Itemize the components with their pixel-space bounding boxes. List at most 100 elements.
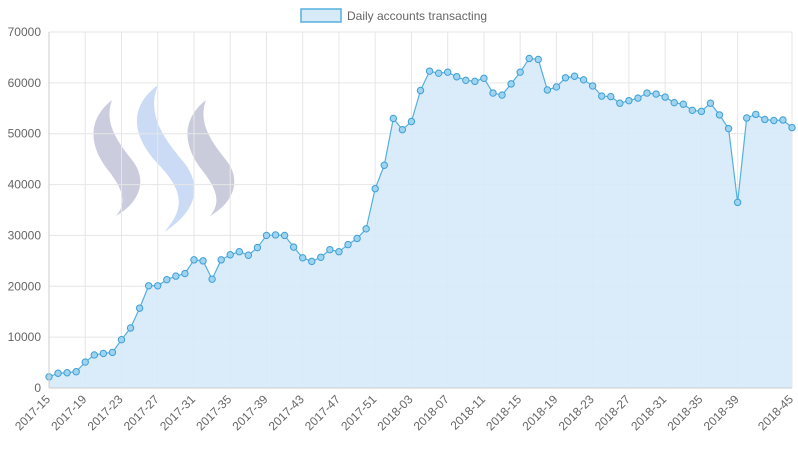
data-point[interactable] bbox=[389, 114, 398, 123]
data-point[interactable] bbox=[344, 240, 352, 249]
series-area bbox=[49, 58, 792, 388]
data-point[interactable] bbox=[688, 106, 697, 115]
data-point[interactable] bbox=[634, 94, 642, 102]
x-tick-label: 2018-11 bbox=[448, 392, 489, 433]
data-point[interactable] bbox=[280, 231, 289, 240]
data-point[interactable] bbox=[172, 272, 180, 280]
data-point[interactable] bbox=[425, 67, 434, 75]
data-point[interactable] bbox=[244, 251, 253, 259]
data-point[interactable] bbox=[598, 92, 606, 100]
data-point[interactable] bbox=[99, 349, 108, 358]
data-point[interactable] bbox=[489, 89, 497, 97]
data-point[interactable] bbox=[679, 100, 687, 108]
data-point[interactable] bbox=[443, 68, 452, 76]
x-axis: 2017-152017-192017-232017-272017-312017-… bbox=[12, 387, 796, 433]
data-point[interactable] bbox=[253, 243, 262, 252]
data-point[interactable] bbox=[63, 369, 71, 377]
data-point[interactable] bbox=[570, 72, 579, 80]
data-point[interactable] bbox=[335, 248, 343, 256]
data-point[interactable] bbox=[308, 257, 316, 266]
x-tick-label: 2018-27 bbox=[592, 392, 633, 433]
data-point[interactable] bbox=[199, 257, 207, 265]
data-point[interactable] bbox=[661, 93, 669, 101]
data-point[interactable] bbox=[724, 124, 733, 133]
x-tick-label: 2018-39 bbox=[701, 392, 742, 433]
data-point[interactable] bbox=[416, 86, 425, 95]
x-tick-label: 2017-35 bbox=[193, 392, 234, 433]
data-point[interactable] bbox=[561, 74, 570, 82]
data-point[interactable] bbox=[516, 68, 524, 76]
data-point[interactable] bbox=[770, 116, 778, 125]
data-point[interactable] bbox=[299, 254, 307, 262]
data-point[interactable] bbox=[471, 77, 479, 86]
data-point[interactable] bbox=[715, 111, 724, 119]
data-point[interactable] bbox=[398, 125, 407, 134]
data-point[interactable] bbox=[743, 114, 751, 122]
data-point[interactable] bbox=[434, 69, 443, 77]
y-axis: 0 10000 20000 30000 40000 50000 60000 70000 bbox=[8, 25, 50, 395]
data-point[interactable] bbox=[163, 275, 171, 284]
data-point[interactable] bbox=[262, 231, 271, 240]
x-tick-label: 2018-35 bbox=[664, 392, 705, 433]
data-point[interactable] bbox=[552, 83, 561, 91]
x-tick-label: 2018-15 bbox=[483, 392, 524, 433]
data-point[interactable] bbox=[126, 324, 135, 332]
data-point[interactable] bbox=[498, 91, 506, 99]
area-layer bbox=[48, 57, 793, 388]
data-point[interactable] bbox=[144, 282, 153, 290]
data-point[interactable] bbox=[588, 82, 597, 90]
data-point[interactable] bbox=[607, 92, 615, 101]
data-point[interactable] bbox=[643, 89, 651, 97]
data-point[interactable] bbox=[72, 368, 80, 376]
x-tick-label: 2017-19 bbox=[48, 392, 89, 433]
data-point[interactable] bbox=[289, 243, 298, 251]
data-point[interactable] bbox=[135, 304, 144, 312]
data-point[interactable] bbox=[779, 116, 787, 124]
data-point[interactable] bbox=[326, 245, 334, 254]
data-point[interactable] bbox=[462, 76, 470, 85]
data-point[interactable] bbox=[235, 248, 243, 256]
data-point[interactable] bbox=[534, 55, 542, 64]
data-point[interactable] bbox=[579, 76, 588, 84]
y-tick-label: 40000 bbox=[8, 178, 42, 192]
data-point[interactable] bbox=[761, 115, 769, 124]
data-point[interactable] bbox=[208, 275, 216, 283]
data-point[interactable] bbox=[108, 348, 117, 357]
data-point[interactable] bbox=[154, 282, 162, 290]
data-point[interactable] bbox=[271, 231, 280, 239]
data-point[interactable] bbox=[117, 335, 126, 344]
data-point[interactable] bbox=[181, 269, 189, 278]
data-point[interactable] bbox=[81, 358, 89, 366]
data-point[interactable] bbox=[480, 74, 488, 82]
logo-stroke-middle bbox=[136, 85, 195, 232]
logo-stroke-left bbox=[93, 100, 141, 216]
data-point[interactable] bbox=[353, 234, 361, 243]
data-point[interactable] bbox=[752, 110, 760, 119]
y-tick-label: 70000 bbox=[8, 25, 42, 39]
data-point[interactable] bbox=[190, 256, 198, 264]
data-point[interactable] bbox=[697, 107, 706, 116]
data-point[interactable] bbox=[362, 225, 370, 233]
data-point[interactable] bbox=[226, 251, 234, 259]
data-point[interactable] bbox=[317, 253, 325, 261]
data-point[interactable] bbox=[507, 80, 515, 88]
data-point[interactable] bbox=[380, 161, 388, 169]
x-tick-label: 2018-23 bbox=[556, 392, 597, 433]
data-point[interactable] bbox=[54, 369, 62, 377]
data-point[interactable] bbox=[652, 90, 660, 98]
data-point[interactable] bbox=[371, 184, 379, 193]
data-point[interactable] bbox=[525, 54, 533, 63]
y-tick-label: 60000 bbox=[8, 76, 42, 90]
data-point[interactable] bbox=[543, 86, 552, 94]
data-point[interactable] bbox=[625, 96, 633, 105]
data-point[interactable] bbox=[616, 99, 624, 107]
data-point[interactable] bbox=[670, 98, 678, 107]
data-point[interactable] bbox=[407, 117, 416, 126]
data-point[interactable] bbox=[733, 198, 742, 207]
data-point[interactable] bbox=[788, 123, 796, 132]
data-point[interactable] bbox=[90, 351, 99, 359]
data-point[interactable] bbox=[453, 73, 461, 81]
data-point[interactable] bbox=[217, 256, 225, 264]
data-point[interactable] bbox=[706, 99, 715, 107]
legend[interactable]: Daily accounts transacting bbox=[300, 8, 487, 23]
